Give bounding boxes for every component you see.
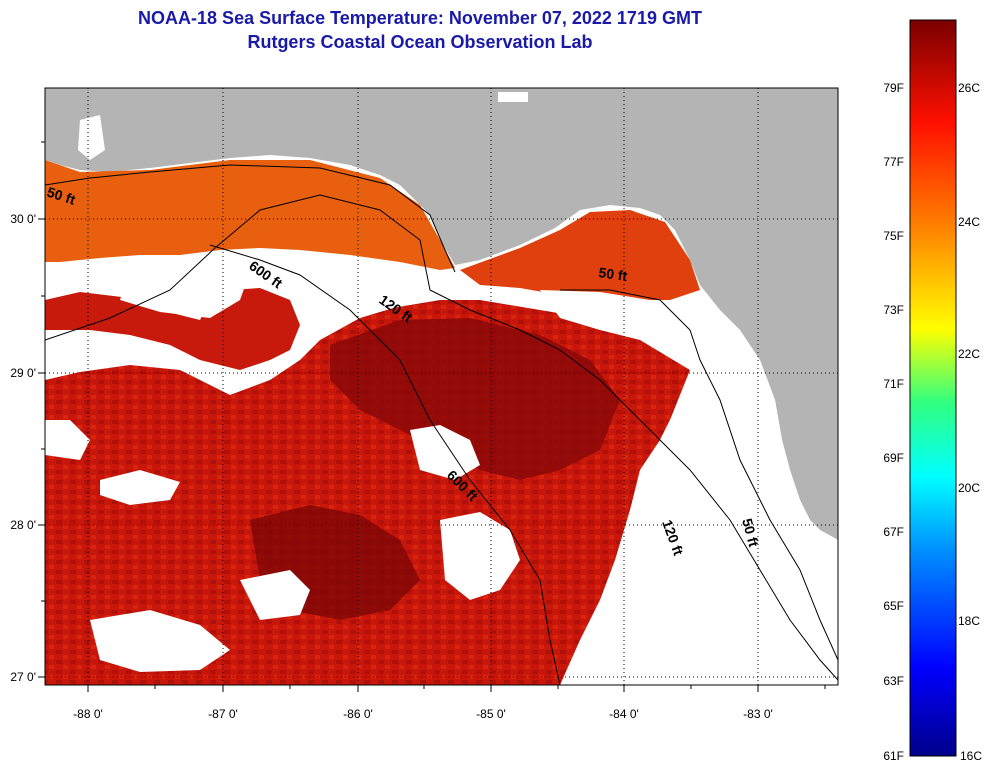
lon-label: -85 0': [476, 707, 506, 721]
colorbar-f-label: 71F: [883, 377, 904, 391]
lat-label: 27 0': [10, 670, 36, 684]
cloud-gaps: [45, 258, 838, 685]
colorbar-f-label: 67F: [883, 525, 904, 539]
lon-label: -84 0': [609, 707, 639, 721]
contour-label: 50 ft: [739, 517, 762, 549]
colorbar-f-label: 77F: [883, 155, 904, 169]
map-area: [45, 88, 838, 685]
map-title: NOAA-18 Sea Surface Temperature: Novembe…: [138, 8, 702, 28]
graticule: [45, 88, 838, 685]
colorbar-gradient: [909, 19, 957, 757]
lon-label: -83 0': [743, 707, 773, 721]
bathymetry-contours: [45, 164, 838, 685]
sst-hot-core: [330, 318, 620, 480]
lon-label: -86 0': [343, 707, 373, 721]
sst-coastal-band-east: [460, 210, 700, 300]
colorbar-f-label: 63F: [883, 674, 904, 688]
tick-marks: [38, 141, 826, 692]
contour-label: 50 ft: [598, 264, 629, 284]
land-specks: [78, 92, 528, 160]
longitude-labels: -88 0' -87 0' -86 0' -85 0' -84 0' -83 0…: [73, 707, 773, 721]
colorbar-c-label: 24C: [958, 215, 980, 229]
map-subtitle: Rutgers Coastal Ocean Observation Lab: [247, 32, 593, 52]
latitude-labels: 30 0' 29 0' 28 0' 27 0': [10, 212, 36, 684]
colorbar-c-label: 26C: [958, 81, 980, 95]
lat-label: 30 0': [10, 212, 36, 226]
colorbar-c-label: 18C: [958, 614, 980, 628]
map-frame: [44, 87, 839, 686]
land-mass: [45, 88, 838, 540]
lon-label: -87 0': [208, 707, 238, 721]
colorbar: 79F 77F 75F 73F 71F 69F 67F 65F 63F 61F …: [883, 19, 982, 763]
colorbar-c-label: 22C: [958, 347, 980, 361]
lat-label: 29 0': [10, 366, 36, 380]
sst-west-block: [45, 288, 300, 370]
sst-coastal-band: [45, 160, 455, 270]
lat-label: 28 0': [10, 518, 36, 532]
colorbar-f-label: 73F: [883, 303, 904, 317]
colorbar-c-label: 20C: [958, 481, 980, 495]
colorbar-f-label: 79F: [883, 81, 904, 95]
colorbar-c-labels: 26C 24C 22C 20C 18C 16C: [958, 81, 982, 763]
colorbar-c-label: 16C: [960, 749, 982, 763]
colorbar-f-label: 65F: [883, 599, 904, 613]
colorbar-f-labels: 79F 77F 75F 73F 71F 69F 67F 65F 63F 61F: [883, 81, 904, 763]
lon-label: -88 0': [73, 707, 103, 721]
colorbar-f-label: 61F: [883, 749, 904, 763]
colorbar-f-label: 75F: [883, 229, 904, 243]
colorbar-f-label: 69F: [883, 451, 904, 465]
